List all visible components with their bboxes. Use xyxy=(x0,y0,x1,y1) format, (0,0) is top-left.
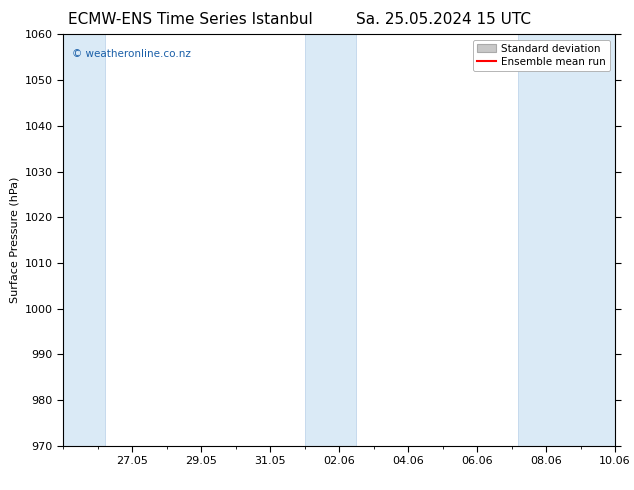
Bar xyxy=(519,34,615,446)
Text: Sa. 25.05.2024 15 UTC: Sa. 25.05.2024 15 UTC xyxy=(356,12,531,27)
Text: © weatheronline.co.nz: © weatheronline.co.nz xyxy=(72,49,191,59)
Bar xyxy=(305,34,356,446)
Text: ECMW-ENS Time Series Istanbul: ECMW-ENS Time Series Istanbul xyxy=(68,12,313,27)
Legend: Standard deviation, Ensemble mean run: Standard deviation, Ensemble mean run xyxy=(473,40,610,71)
Y-axis label: Surface Pressure (hPa): Surface Pressure (hPa) xyxy=(10,177,19,303)
Bar xyxy=(63,34,105,446)
